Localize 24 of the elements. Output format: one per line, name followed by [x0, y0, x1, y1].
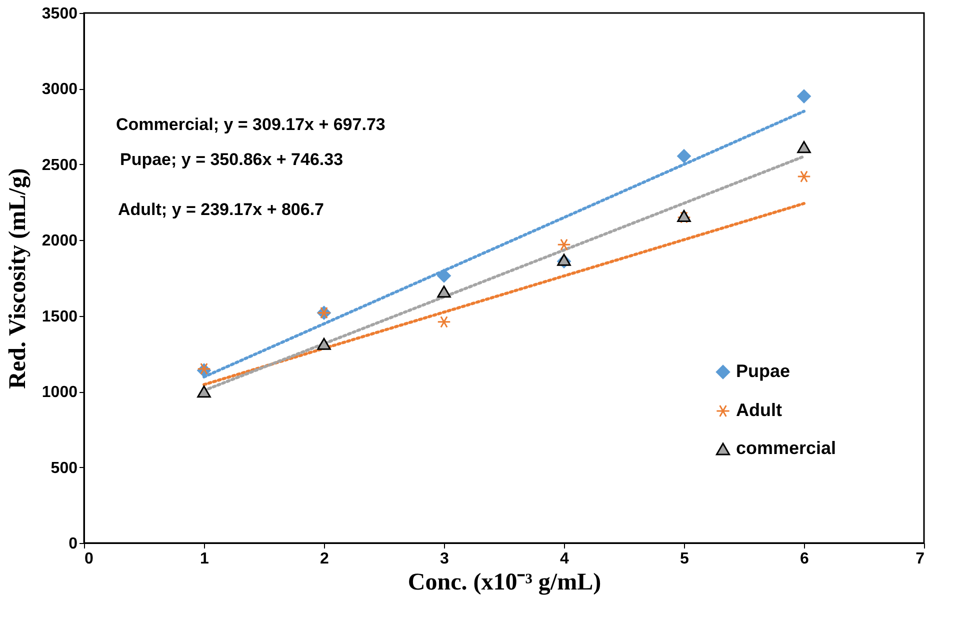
x-axis-title: Conc. (x10⁻³ g/mL): [408, 570, 602, 596]
annotation: Commercial; y = 309.17x + 697.73: [116, 115, 386, 134]
x-tick-label: 1: [200, 550, 210, 568]
legend-label: commercial: [736, 438, 836, 458]
legend-label: Adult: [736, 400, 782, 420]
annotation: Adult; y = 239.17x + 806.7: [118, 200, 324, 219]
y-tick-label: 500: [50, 460, 78, 477]
y-tick-label: 3000: [42, 81, 78, 98]
annotation: Pupae; y = 350.86x + 746.33: [120, 150, 344, 169]
y-axis-title: Red. Viscosity (mL/g): [4, 168, 31, 389]
x-tick-label: 6: [800, 550, 810, 568]
y-tick-label: 0: [68, 536, 78, 552]
y-tick-label: 2500: [42, 156, 78, 174]
x-tick-label: 4: [560, 550, 570, 568]
y-tick-label: 3500: [42, 6, 78, 22]
legend-label: Pupae: [736, 361, 790, 381]
y-tick-label: 1000: [42, 384, 78, 402]
y-tick-label: 2000: [42, 232, 78, 250]
y-tick-label: 1500: [42, 308, 78, 326]
x-tick-label: 0: [84, 550, 94, 568]
x-tick-label: 7: [916, 550, 925, 568]
x-tick-label: 2: [320, 550, 330, 568]
x-tick-label: 3: [440, 550, 450, 568]
x-tick-label: 5: [680, 550, 690, 568]
